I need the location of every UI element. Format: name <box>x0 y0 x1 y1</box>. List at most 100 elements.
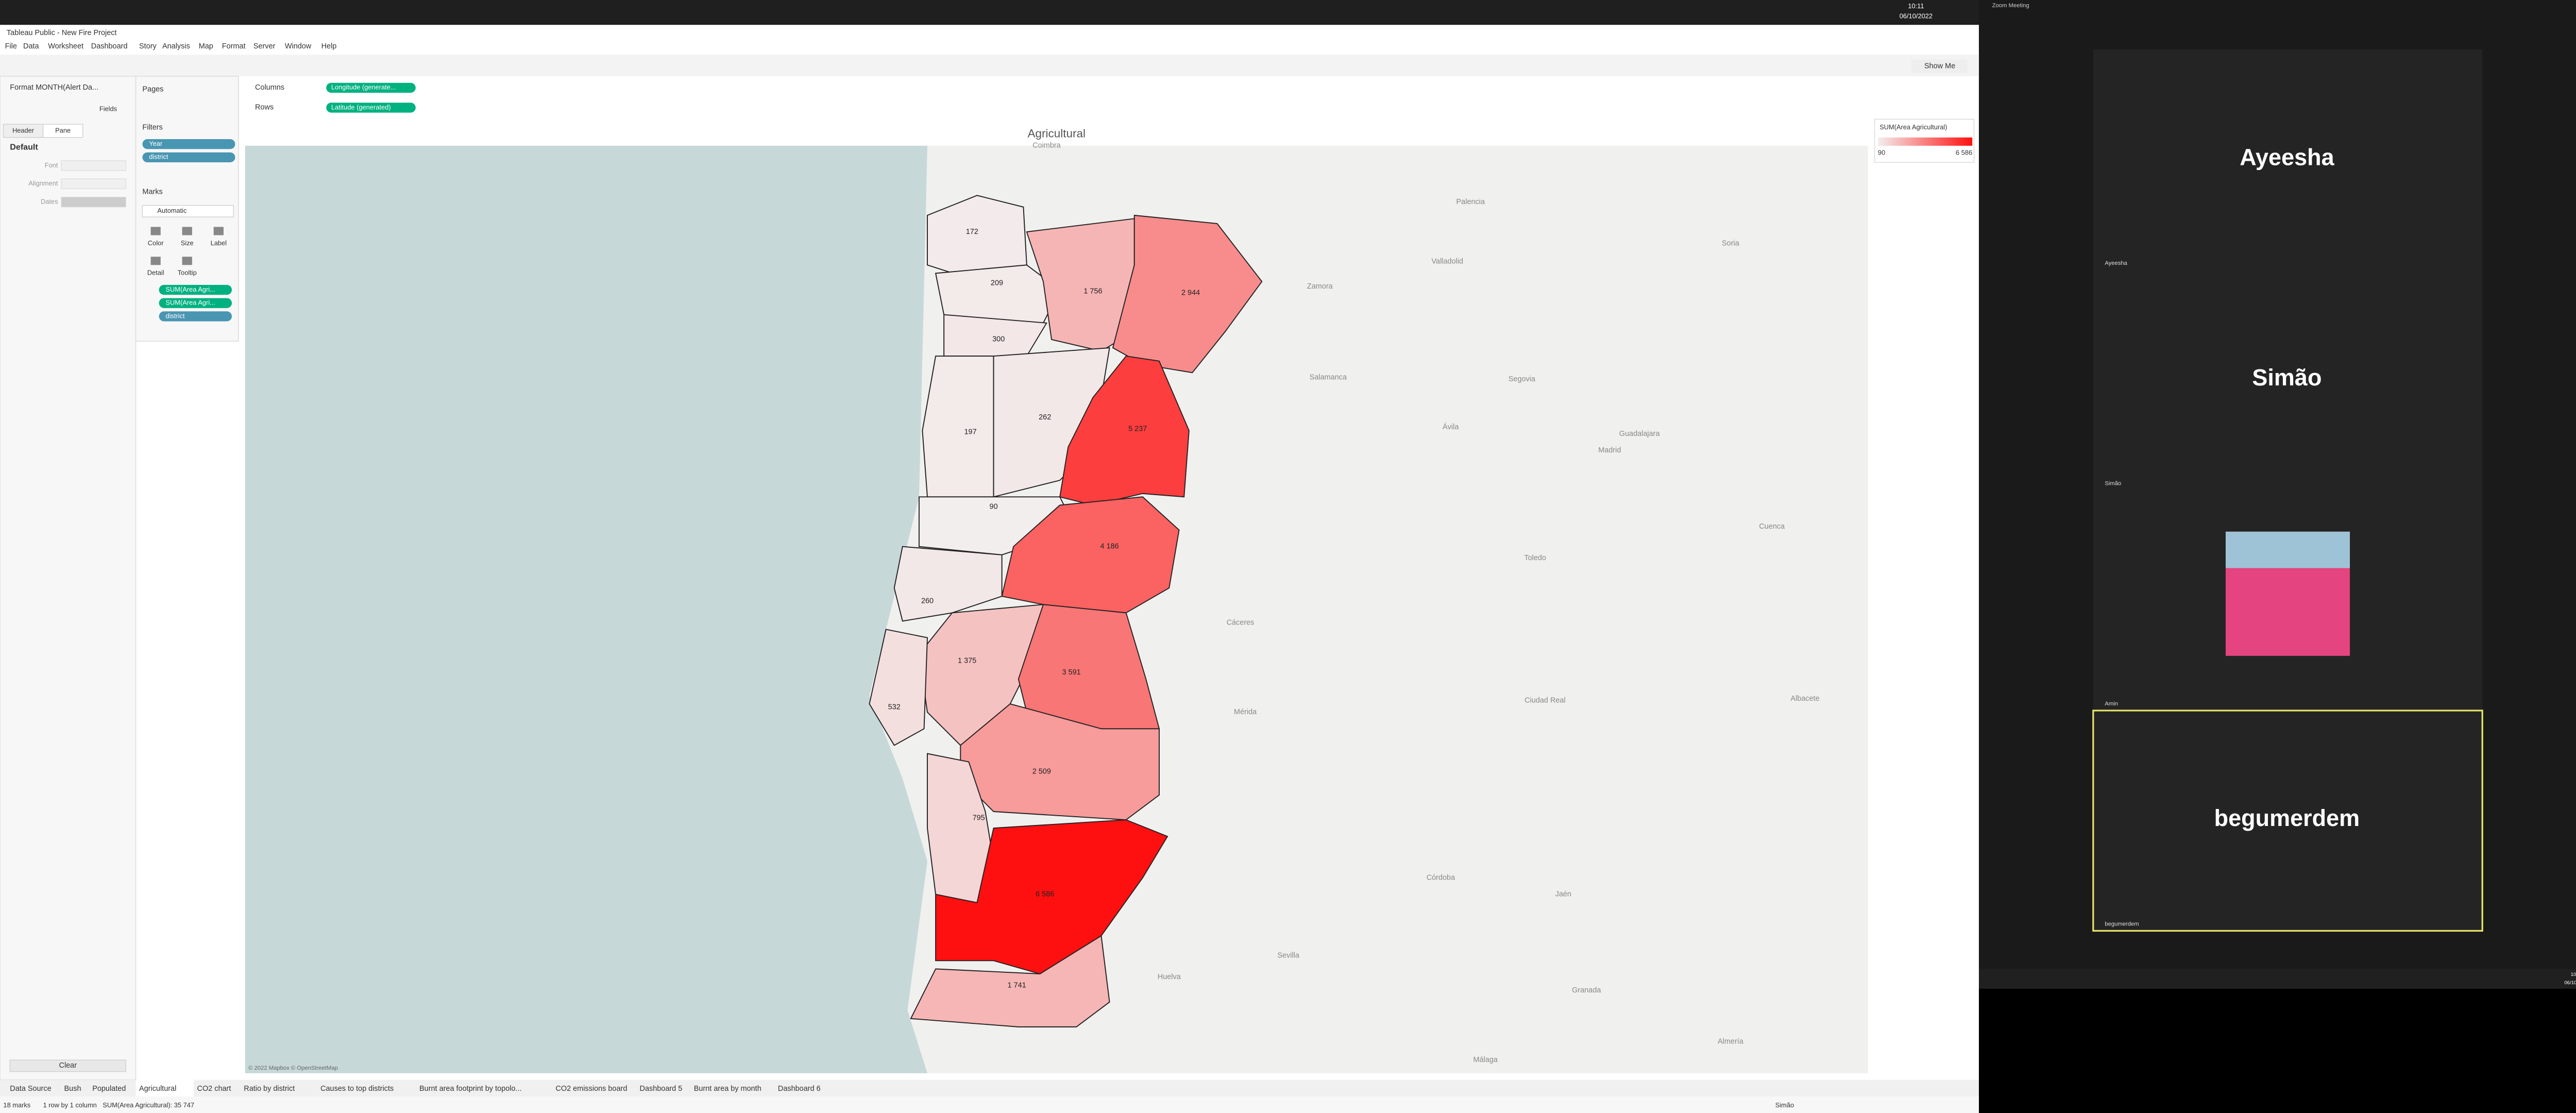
mark-button-label[interactable]: Size <box>181 239 194 247</box>
format-row-input[interactable] <box>61 160 126 171</box>
format-row-label: Dates <box>41 198 58 206</box>
sheet-tab[interactable]: Burnt area footprint by topolo... <box>419 1085 521 1093</box>
format-tab[interactable] <box>3 124 44 138</box>
mark-type-label[interactable]: Automatic <box>157 207 187 214</box>
marks-title: Marks <box>142 188 162 196</box>
sheet-tab[interactable]: Bush <box>64 1085 81 1093</box>
filter-pill-label[interactable]: district <box>149 153 168 161</box>
data-label: 532 <box>888 703 901 711</box>
mark-button-label[interactable]: Label <box>211 239 227 247</box>
filters-title: Filters <box>142 123 162 131</box>
mark-button-icon[interactable] <box>213 227 224 235</box>
menu-item[interactable]: File <box>5 42 17 50</box>
map-place-label: Cuenca <box>1759 522 1785 531</box>
mark-pill[interactable] <box>159 298 232 308</box>
data-label: 172 <box>966 228 978 236</box>
data-label: 262 <box>1039 413 1051 421</box>
sheet-tab[interactable]: Ratio by district <box>244 1085 295 1093</box>
format-row-input[interactable] <box>61 178 126 190</box>
sheet-tab[interactable]: Agricultural <box>139 1085 176 1093</box>
shelf-pill-label[interactable]: Longitude (generate... <box>331 83 396 91</box>
data-label: 260 <box>921 597 934 605</box>
format-tab[interactable] <box>42 124 83 138</box>
shelf-pill[interactable] <box>326 103 416 113</box>
legend-title: SUM(Area Agricultural) <box>1879 123 1947 131</box>
district-area[interactable]: Faro <box>910 935 1110 1027</box>
status-bar <box>0 1096 1979 1113</box>
data-label: 2 944 <box>1181 289 1200 297</box>
district-area[interactable]: Lisboa <box>869 629 928 746</box>
map-place-label: Valladolid <box>1431 258 1463 266</box>
district-area[interactable]: Bragança <box>1112 214 1263 374</box>
mark-pill-label[interactable]: SUM(Area Agri... <box>165 299 215 307</box>
menu-item[interactable]: Story <box>139 42 157 50</box>
taskbar-date: 06/10/2022 <box>2564 980 2576 986</box>
menu-item[interactable]: Map <box>199 42 213 50</box>
photo-sky <box>2226 531 2350 568</box>
map-place-label: Jaén <box>1555 890 1571 899</box>
filter-pill-label[interactable]: Year <box>149 140 163 147</box>
mark-button-label[interactable]: Detail <box>147 269 164 277</box>
map-place-label: Segovia <box>1509 375 1536 383</box>
menu-item[interactable]: Format <box>222 42 246 50</box>
mark-button-icon[interactable] <box>182 227 192 235</box>
map-place-label: Ávila <box>1443 423 1459 431</box>
clear-label[interactable]: Clear <box>59 1061 77 1070</box>
mark-pill-label[interactable]: SUM(Area Agri... <box>165 285 215 293</box>
show-me-label[interactable]: Show Me <box>1924 62 1955 70</box>
participant-tag: begumerdem <box>2105 921 2139 927</box>
active-sheet-tab[interactable] <box>135 1080 194 1097</box>
mark-button-icon[interactable] <box>150 227 161 235</box>
map-place-label: Guadalajara <box>1619 430 1660 438</box>
filter-pill[interactable] <box>142 152 235 162</box>
mark-button-label[interactable]: Color <box>148 239 164 247</box>
clear-button[interactable] <box>9 1059 126 1072</box>
status-text: 18 marks <box>3 1101 30 1109</box>
show-me-button[interactable] <box>1911 59 1968 73</box>
mark-pill[interactable] <box>159 311 232 322</box>
mark-button-icon[interactable] <box>150 257 161 265</box>
sheet-tab[interactable]: CO2 chart <box>197 1085 231 1093</box>
zoom-title: Zoom Meeting <box>1992 3 2029 9</box>
map-place-label: Palencia <box>1456 198 1485 206</box>
district-area[interactable]: Aveiro <box>922 356 994 498</box>
legend-min-label: 90 <box>1878 149 1885 157</box>
menu-item[interactable]: Window <box>285 42 312 50</box>
shelf-pill-label[interactable]: Latitude (generated) <box>331 103 391 111</box>
taskbar-time: 10:11 <box>2571 972 2576 977</box>
mark-pill[interactable] <box>159 284 232 295</box>
rows-label: Rows <box>255 104 274 112</box>
format-tab-label[interactable]: Pane <box>55 126 71 134</box>
menu-item[interactable]: Analysis <box>162 42 190 50</box>
sheet-tab[interactable]: CO2 emissions board <box>555 1085 627 1093</box>
sheet-tab[interactable]: Dashboard 5 <box>640 1085 683 1093</box>
format-row-input[interactable] <box>61 196 126 208</box>
columns-label: Columns <box>255 83 284 92</box>
filter-pill[interactable] <box>142 139 235 149</box>
map-place-label: Ciudad Real <box>1524 696 1566 704</box>
map-place-label: Málaga <box>1473 1056 1498 1064</box>
mark-button-label[interactable]: Tooltip <box>178 269 197 277</box>
fields-dropdown[interactable]: Fields <box>99 105 117 113</box>
shelf-pill[interactable] <box>326 82 416 93</box>
format-section: Default <box>10 142 38 151</box>
menu-item[interactable]: Data <box>23 42 39 50</box>
mark-button-icon[interactable] <box>182 257 192 265</box>
mark-pill-label[interactable]: district <box>165 312 185 319</box>
clock-date: 06/10/2022 <box>1900 12 1933 20</box>
menu-item[interactable]: Dashboard <box>91 42 128 50</box>
menu-item[interactable]: Help <box>321 42 337 50</box>
menu-item[interactable]: Worksheet <box>48 42 83 50</box>
participant-tag: Amin <box>2105 701 2118 707</box>
sheet-tab[interactable]: Burnt area by month <box>694 1085 761 1093</box>
format-tab-label[interactable]: Header <box>12 126 35 134</box>
clock-time: 10:11 <box>1908 2 1924 10</box>
sheet-tab[interactable]: Causes to top districts <box>320 1085 394 1093</box>
participant-name: Ayeesha <box>2240 144 2334 170</box>
sheet-tab[interactable]: Dashboard 6 <box>778 1085 821 1093</box>
mark-type-select[interactable] <box>142 205 234 217</box>
menu-item[interactable]: Server <box>253 42 276 50</box>
sheet-tab[interactable]: Data Source <box>10 1085 51 1093</box>
sheet-tab[interactable]: Populated <box>92 1085 126 1093</box>
